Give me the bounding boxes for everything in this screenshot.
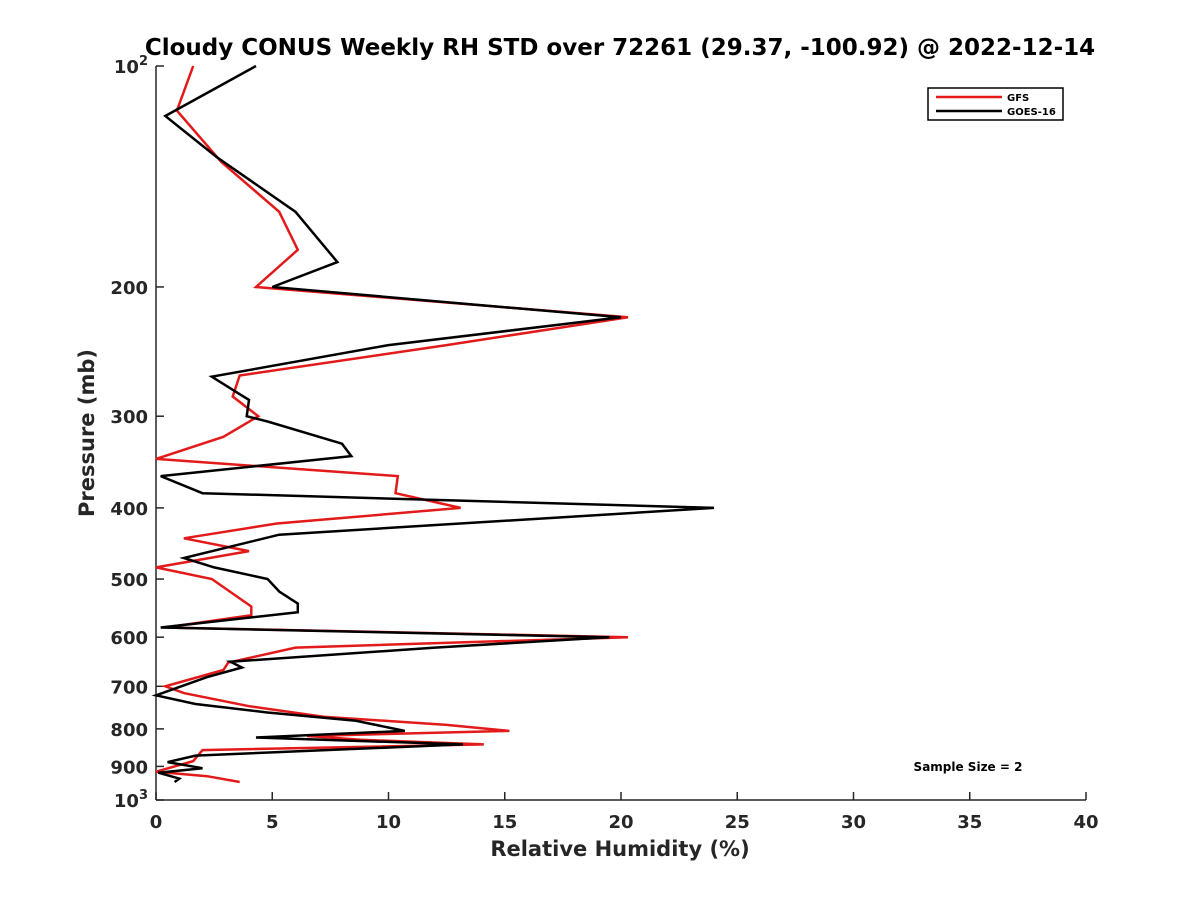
series-lines (151, 64, 715, 784)
legend-label-goes16: GOES-16 (1007, 107, 1056, 118)
x-tick-label: 15 (492, 812, 517, 833)
x-tick-label: 0 (150, 812, 163, 833)
x-tick-label: 40 (1073, 812, 1098, 833)
y-tick-label: 300 (110, 407, 148, 428)
chart-title: Cloudy CONUS Weekly RH STD over 72261 (2… (145, 35, 1095, 61)
legend-box (927, 87, 1064, 121)
x-tick-label: 35 (957, 812, 982, 833)
legend-label-gfs: GFS (1007, 93, 1029, 104)
y-tick-label: 200 (110, 278, 148, 299)
y-tick-label: 103 (114, 788, 148, 812)
plot-area: 0 5 10 15 20 25 30 35 40 102 200 300 400 500 600 700 80… (110, 54, 1098, 833)
x-tick-label: 20 (608, 812, 633, 833)
y-tick-label: 800 (110, 720, 148, 741)
y-tick-label: 500 (110, 570, 148, 591)
x-ticks: 0 5 10 15 20 25 30 35 40 (150, 792, 1099, 833)
y-tick-label: 900 (110, 757, 148, 778)
x-axis-label: Relative Humidity (%) (490, 837, 749, 861)
y-tick-label: 600 (110, 628, 148, 649)
series-line-goes16 (151, 64, 715, 784)
x-tick-label: 5 (266, 812, 279, 833)
y-ticks: 102 200 300 400 500 600 700 800 900 103 (110, 54, 164, 812)
x-tick-label: 10 (376, 812, 401, 833)
y-tick-label: 700 (110, 677, 148, 698)
legend: GFS GOES-16 (927, 87, 1064, 121)
y-axis-label: Pressure (mb) (75, 349, 99, 517)
y-tick-label: 400 (110, 499, 148, 520)
x-tick-label: 25 (725, 812, 750, 833)
series-line-gfs (155, 65, 629, 784)
sample-size-annotation: Sample Size = 2 (914, 760, 1023, 774)
x-tick-label: 30 (841, 812, 866, 833)
y-tick-label: 102 (114, 54, 148, 78)
